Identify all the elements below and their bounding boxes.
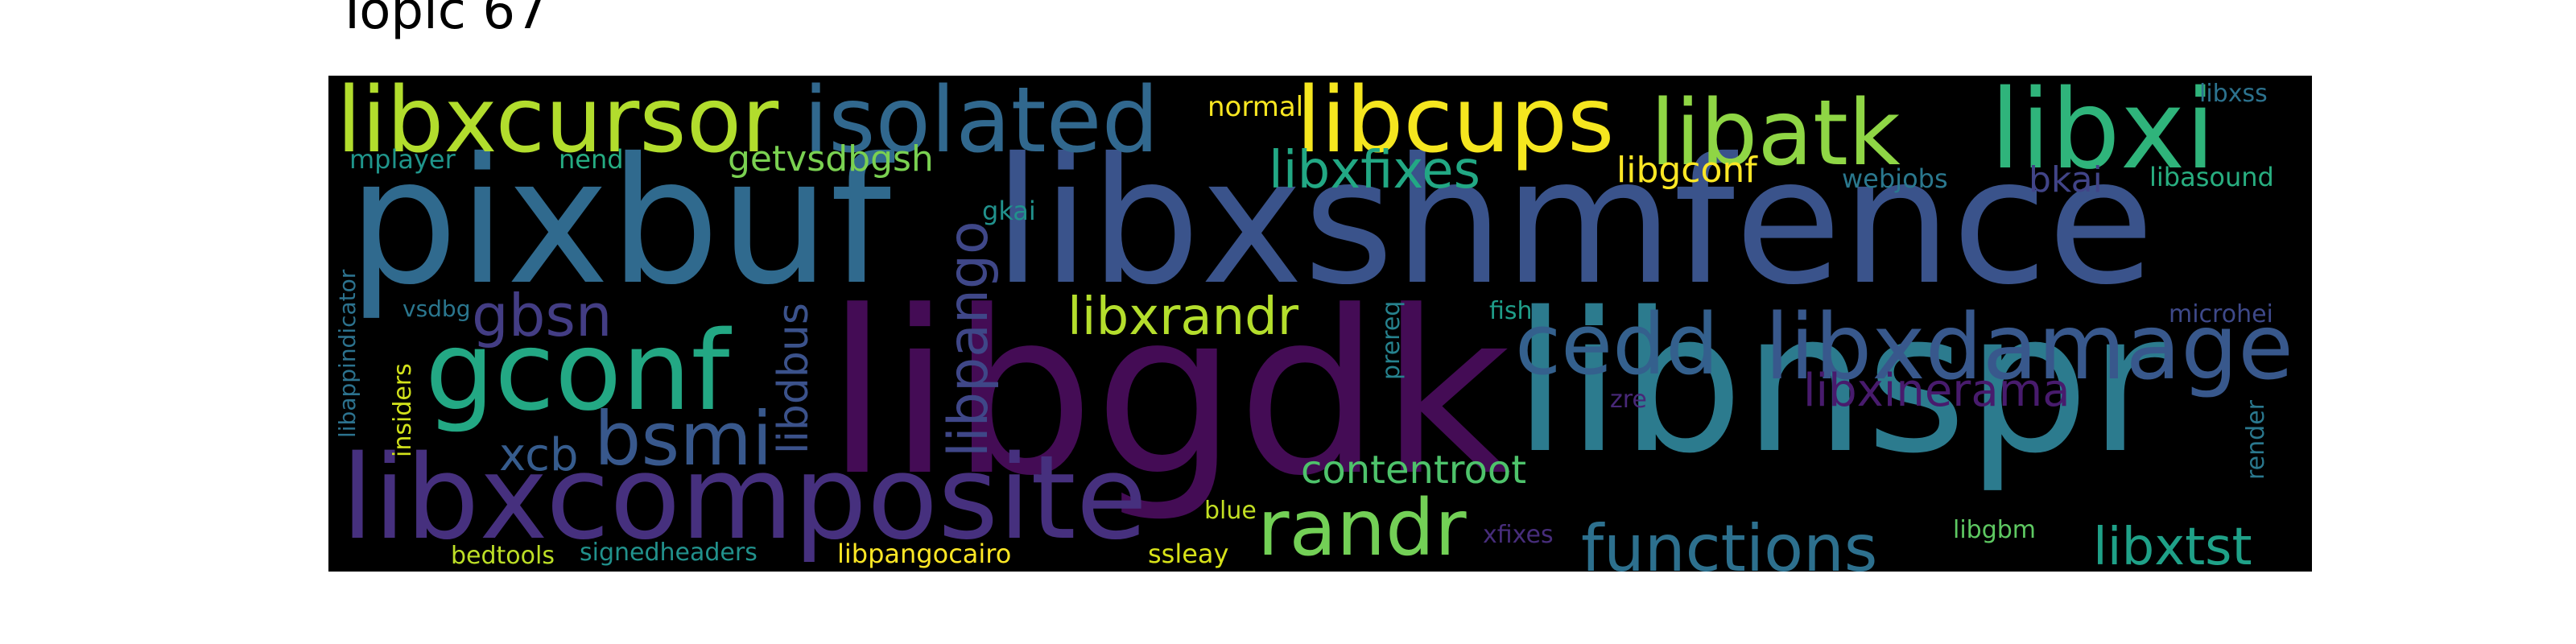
word-libpango: libpango <box>937 221 1001 457</box>
word-libxshmfence: libxshmfence <box>993 121 2155 323</box>
word-xcb: xcb <box>499 429 579 481</box>
word-pixbuf: pixbuf <box>348 121 891 323</box>
word-render: render <box>2242 400 2270 480</box>
word-libappindicator: libappindicator <box>334 269 361 438</box>
figure-title: Topic 67 <box>336 0 548 41</box>
word-gbsn: gbsn <box>472 282 613 349</box>
word-libxdamage: libxdamage <box>1765 295 2294 400</box>
word-cedd: cedd <box>1515 295 1719 394</box>
word-randr: randr <box>1257 483 1467 572</box>
word-gkai: gkai <box>982 196 1036 226</box>
word-bedtools: bedtools <box>451 542 555 570</box>
word-zre: zre <box>1610 386 1647 414</box>
word-libxtst: libxtst <box>2093 518 2252 572</box>
word-functions: functions <box>1581 511 1878 572</box>
word-libxcomposite: libxcomposite <box>341 430 1148 565</box>
word-xfixes: xfixes <box>1483 521 1554 549</box>
word-prereq: prereq <box>1377 300 1406 380</box>
word-gconf: gconf <box>425 308 730 436</box>
word-signedheaders: signedheaders <box>580 539 758 567</box>
word-normal: normal <box>1208 91 1304 123</box>
word-libxss: libxss <box>2199 80 2268 108</box>
word-webjobs: webjobs <box>1842 163 1948 194</box>
word-vsdbg: vsdbg <box>402 295 471 322</box>
word-libatk: libatk <box>1650 81 1901 186</box>
word-insiders: insiders <box>389 363 417 457</box>
word-libxcursor: libxcursor <box>336 76 779 173</box>
word-libpangocairo: libpangocairo <box>837 539 1012 569</box>
word-contentroot: contentroot <box>1301 448 1527 493</box>
word-libgconf: libgconf <box>1616 150 1757 191</box>
word-mplayer: mplayer <box>349 144 456 175</box>
word-libgbm: libgbm <box>1953 516 2037 544</box>
word-libcups: libcups <box>1296 76 1615 173</box>
word-bkai: bkai <box>2029 159 2103 200</box>
word-libxi: libxi <box>1990 76 2216 194</box>
word-libdbus: libdbus <box>770 303 818 454</box>
word-blue: blue <box>1204 497 1257 525</box>
word-libxinerama: libxinerama <box>1803 365 2070 417</box>
word-fish: fish <box>1489 297 1533 325</box>
word-isolated: isolated <box>803 76 1159 173</box>
word-microhei: microhei <box>2169 300 2273 328</box>
word-bsmi: bsmi <box>594 396 773 482</box>
word-libxfixes: libxfixes <box>1269 141 1480 200</box>
word-getvsdbgsh: getvsdbgsh <box>728 138 934 180</box>
word-nend: nend <box>559 144 624 175</box>
word-libasound: libasound <box>2149 162 2274 192</box>
word-libgdk: libgdk <box>826 263 1511 526</box>
word-cloud: libgdk libxshmfence pixbuf libnspr libxc… <box>328 76 2312 572</box>
word-ssleay: ssleay <box>1148 539 1229 569</box>
word-libxrandr: libxrandr <box>1067 287 1299 347</box>
word-libnspr: libnspr <box>1513 270 2169 496</box>
